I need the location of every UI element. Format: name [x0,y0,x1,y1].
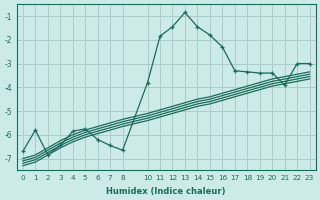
X-axis label: Humidex (Indice chaleur): Humidex (Indice chaleur) [107,187,226,196]
